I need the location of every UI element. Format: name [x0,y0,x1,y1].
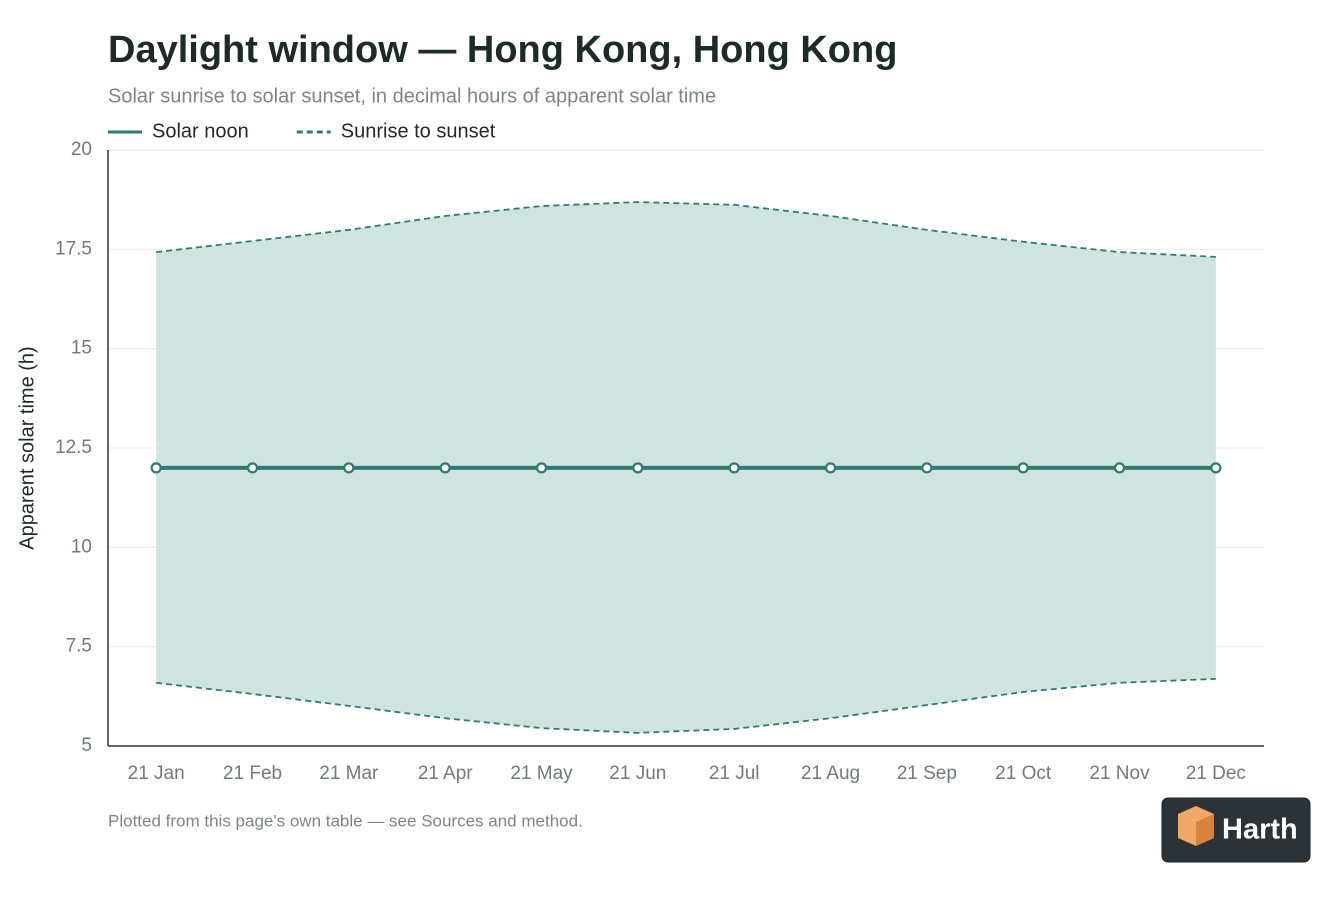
brand-name: Harth [1222,814,1298,846]
noon-point [535,462,548,474]
noon-point [824,462,837,474]
x-tick-label: 21 Dec [1186,763,1246,784]
legend-label: Sunrise to sunset [341,120,496,142]
badge-icon-side [1196,814,1214,846]
x-tick-label: 21 Mar [319,763,379,784]
x-tick-label: 21 Apr [418,763,474,784]
noon-point [921,462,933,474]
noon-point [439,462,451,474]
x-tick-label: 21 Oct [995,763,1052,784]
x-tick-label: 21 Jun [609,763,666,784]
x-tick-label: 21 Jul [709,763,760,784]
chart-subtitle: Solar sunrise to solar sunset, in decima… [108,85,716,107]
x-tick-label: 21 May [510,763,573,784]
noon-point [632,462,644,474]
noon-point [1210,462,1222,474]
sunrise-line [156,677,1216,734]
chart-title: Daylight window — Hong Kong, Hong Kong [108,29,897,71]
x-tick-label: 21 Nov [1089,763,1150,784]
x-tick-label: 21 Feb [223,763,282,784]
legend-label: Solar noon [152,120,249,142]
y-tick-label: 7.5 [66,636,92,657]
y-tick-label: 20 [71,139,92,160]
noon-point [1113,462,1126,474]
y-tick-label: 17.5 [55,238,92,259]
x-tick-label: 21 Aug [801,763,860,784]
footnote: Plotted from this page's own table — see… [108,811,583,830]
brand-badge: Harth [1161,797,1311,863]
y-tick-label: 15 [71,338,92,359]
y-tick-label: 10 [71,536,92,557]
x-tick-label: 21 Sep [897,763,957,784]
noon-point [1017,462,1029,474]
y-axis-label: Apparent solar time (h) [16,346,38,549]
sunset-line [156,201,1216,258]
y-tick-label: 5 [81,735,92,756]
y-tick-label: 12.5 [55,437,92,458]
noon-point [150,462,162,474]
x-tick-label: 21 Jan [128,763,185,784]
noon-point [728,462,740,474]
noon-point [343,462,355,474]
noon-point [246,462,259,474]
